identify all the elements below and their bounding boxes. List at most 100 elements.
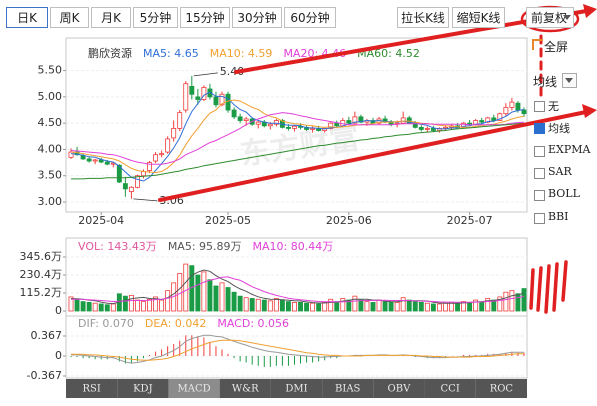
zoom-button[interactable]: 缩短K线 [452, 7, 505, 28]
volume-bar [418, 301, 424, 312]
tab[interactable] [168, 379, 220, 398]
line [71, 334, 524, 364]
candle-body [86, 158, 92, 162]
tab-label[interactable]: CCI [441, 384, 460, 395]
tab-label[interactable]: BIAS [335, 384, 361, 395]
volume-bar [279, 299, 285, 312]
legend-entry: MA10: 4.59 [210, 47, 273, 60]
candle-body [135, 175, 140, 188]
candle-body [159, 153, 165, 156]
checkbox[interactable] [534, 167, 545, 179]
volume-bar [364, 301, 370, 312]
candle-body [334, 122, 340, 127]
zoom-button[interactable]: 拉长K线 [397, 7, 449, 28]
candle-body [509, 101, 515, 108]
legend-entry: DEA: 0.042 [145, 317, 206, 330]
checkbox-label: BBI [548, 209, 569, 223]
tab-label[interactable]: KDJ [133, 384, 153, 395]
tab-label[interactable]: W&R [232, 384, 259, 395]
y-tick-label: 4.50 [38, 116, 63, 129]
checkbox[interactable] [534, 190, 545, 202]
period-button[interactable]: 周K [50, 7, 89, 28]
tab-label[interactable]: DMI [285, 384, 307, 395]
candle-body [195, 96, 201, 100]
tab[interactable] [66, 379, 118, 398]
period-button[interactable]: 5分钟 [133, 7, 178, 28]
volume-bar [74, 298, 80, 312]
candle-body [104, 161, 110, 165]
tab[interactable] [219, 379, 271, 398]
volume-bar [328, 298, 334, 312]
tab[interactable] [475, 379, 527, 398]
volume-bar [436, 303, 442, 312]
tab[interactable] [117, 379, 169, 398]
annotation-label: 5.40 [220, 65, 245, 78]
tab[interactable] [373, 379, 425, 398]
candle-body [189, 85, 195, 95]
tab[interactable] [322, 379, 374, 398]
volume-bar [273, 298, 279, 312]
volume-bar [479, 301, 485, 312]
volume-bar [394, 301, 400, 312]
tab-label[interactable]: MACD [177, 384, 210, 395]
candle-body [177, 112, 183, 129]
candle-body [521, 109, 527, 115]
volume-bar [430, 303, 436, 312]
volume-bar [80, 301, 86, 312]
volume-bar [298, 301, 303, 312]
tab-label[interactable]: OBV [388, 384, 412, 395]
tab[interactable] [424, 379, 476, 398]
volume-bar [521, 288, 527, 312]
volume-bar [243, 297, 249, 312]
volume-bar [92, 302, 98, 312]
tab-label[interactable]: RSI [82, 384, 100, 395]
volume-bar [515, 293, 521, 312]
line [70, 269, 525, 305]
adjust-select[interactable]: 前复权 [526, 7, 574, 28]
checkbox-label: 均线 [548, 122, 570, 136]
period-button[interactable]: 15分钟 [180, 7, 230, 28]
volume-bar [153, 296, 159, 312]
overlay-select[interactable]: 均线 [533, 75, 558, 89]
y-tick-label: -0.367 [27, 369, 62, 382]
candle-body [424, 128, 430, 130]
checkbox[interactable] [534, 212, 545, 224]
volume-bar [213, 285, 219, 312]
volume-bar [183, 263, 189, 312]
x-tick-label: 2025-06 [326, 214, 372, 227]
tab[interactable] [270, 379, 323, 398]
volume-bar [86, 301, 92, 312]
legend-entry: VOL: 143.43万 [78, 240, 157, 253]
volume-bar [461, 301, 467, 312]
candle-body [92, 159, 98, 162]
legend-entry: DIF: 0.070 [78, 317, 134, 330]
period-button[interactable]: 月K [91, 7, 131, 28]
volume-bar [219, 282, 225, 312]
volume-bar [310, 302, 316, 312]
period-button[interactable]: 日K [6, 7, 48, 28]
volume-bar [424, 302, 430, 312]
volume-bar [147, 298, 152, 312]
period-button[interactable]: 30分钟 [232, 7, 282, 28]
volume-bar [249, 298, 255, 312]
volume-bar [304, 302, 310, 312]
fullscreen-button[interactable]: 全屏 [544, 40, 569, 54]
volume-bar [177, 273, 183, 312]
annotation-label: 3.06 [159, 194, 184, 207]
line [71, 339, 524, 361]
candle-body [255, 121, 261, 125]
legend-entry: 鹏欣资源 [88, 46, 132, 60]
candle-body [183, 83, 189, 111]
checkbox[interactable] [534, 145, 545, 157]
period-button[interactable]: 60分钟 [284, 7, 336, 28]
candle-body [515, 102, 521, 111]
volume-bar [68, 296, 74, 312]
checkbox[interactable] [534, 101, 545, 112]
candle-body [400, 117, 406, 124]
volume-bar [509, 290, 515, 312]
candle-body [128, 186, 134, 192]
line [71, 276, 525, 303]
checkbox[interactable] [534, 123, 545, 135]
tab-label[interactable]: ROC [490, 384, 514, 395]
